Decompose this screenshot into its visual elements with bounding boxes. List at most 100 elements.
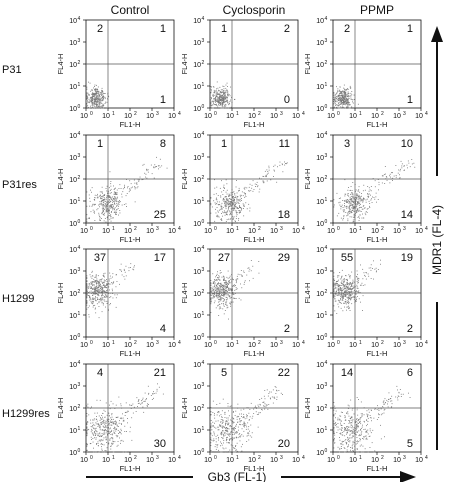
data-point — [154, 164, 156, 166]
data-point — [95, 100, 97, 102]
data-point — [111, 200, 113, 201]
data-point — [236, 214, 238, 216]
data-point — [334, 310, 336, 312]
data-point — [90, 286, 92, 288]
data-point — [353, 285, 355, 287]
data-point — [220, 433, 222, 435]
panel-y-label: FL4-H — [180, 283, 189, 304]
data-point — [338, 284, 340, 286]
data-point — [335, 300, 337, 302]
data-point — [225, 203, 227, 205]
data-point — [350, 289, 352, 291]
y-tick-exponent: 2 — [325, 175, 328, 181]
data-point — [126, 431, 127, 432]
quadrant-upper-right-value: 8 — [160, 138, 166, 150]
data-point — [233, 437, 235, 439]
data-point — [96, 106, 98, 108]
data-point — [136, 182, 138, 184]
data-point — [105, 306, 106, 308]
data-point — [344, 107, 346, 109]
data-point — [230, 297, 232, 298]
data-point — [218, 412, 220, 414]
data-point — [133, 179, 135, 181]
data-point — [357, 217, 359, 218]
data-point — [219, 290, 221, 292]
data-point — [345, 206, 347, 208]
y-tick-label: 10 — [316, 106, 324, 113]
data-point — [111, 414, 113, 416]
data-point — [351, 200, 353, 202]
data-point — [337, 276, 339, 278]
y-tick-label: 10 — [193, 106, 201, 113]
data-point — [223, 299, 225, 301]
x-tick-label: 10 — [124, 457, 132, 464]
data-point — [216, 297, 218, 299]
data-point — [225, 296, 227, 298]
y-tick-exponent: 3 — [202, 267, 205, 273]
data-point — [92, 300, 93, 302]
data-point — [219, 402, 221, 404]
data-point — [228, 292, 230, 293]
data-point — [215, 100, 217, 102]
data-point — [112, 290, 113, 292]
y-tick-exponent: 0 — [78, 448, 81, 454]
data-point — [210, 303, 212, 305]
data-point — [103, 290, 105, 292]
data-point — [216, 414, 218, 416]
data-point — [103, 302, 104, 304]
quadrant-upper-left-value: 5 — [221, 367, 227, 379]
data-point — [343, 216, 345, 218]
data-point — [96, 97, 97, 99]
data-point — [91, 298, 93, 300]
data-point — [218, 289, 220, 291]
data-point — [210, 426, 212, 428]
data-point — [87, 421, 89, 423]
data-point — [96, 443, 97, 445]
data-point — [391, 395, 393, 397]
data-point — [229, 438, 231, 440]
data-point — [224, 203, 226, 204]
data-point — [342, 97, 344, 99]
data-point — [223, 289, 224, 291]
y-tick-exponent: 1 — [202, 197, 205, 203]
data-point — [340, 289, 342, 291]
data-point — [96, 423, 98, 425]
data-point — [242, 203, 244, 205]
data-point — [343, 92, 345, 94]
data-point — [95, 312, 97, 314]
data-point — [258, 272, 260, 274]
data-point — [101, 105, 103, 107]
data-point — [211, 206, 213, 208]
data-point — [228, 287, 230, 289]
data-point — [359, 434, 361, 436]
data-point — [226, 281, 227, 283]
data-point — [86, 284, 88, 286]
data-point — [341, 103, 343, 105]
data-point — [249, 416, 251, 418]
data-point — [95, 422, 97, 424]
data-point — [92, 433, 94, 435]
data-point — [336, 283, 338, 285]
data-point — [94, 287, 96, 288]
data-point — [333, 93, 335, 95]
data-point — [95, 427, 97, 429]
data-point — [211, 101, 213, 102]
data-point — [98, 291, 100, 293]
data-point — [246, 416, 248, 417]
data-point — [110, 434, 112, 435]
data-point — [226, 282, 227, 284]
data-point — [224, 97, 225, 99]
data-point — [229, 211, 231, 213]
data-point — [102, 416, 103, 418]
data-point — [345, 299, 347, 301]
data-point — [232, 439, 234, 440]
x-tick-exponent: 4 — [425, 340, 428, 346]
data-point — [339, 418, 341, 420]
data-point — [217, 107, 219, 108]
data-point — [341, 430, 343, 431]
data-point — [347, 404, 349, 406]
data-point — [100, 220, 101, 221]
data-point — [102, 196, 104, 198]
data-point — [97, 290, 99, 292]
data-point — [229, 210, 231, 212]
